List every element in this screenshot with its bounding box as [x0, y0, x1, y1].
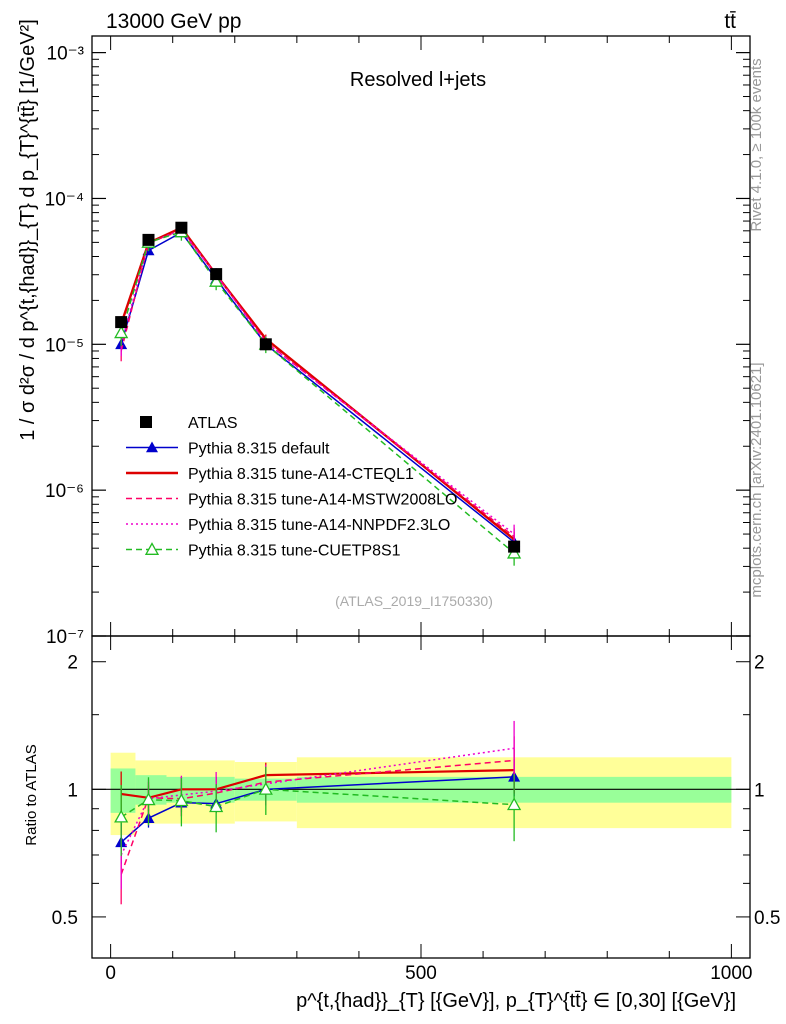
ratio-y-tick-label-left: 1	[67, 780, 78, 801]
legend-atlas-label: ATLAS	[188, 415, 238, 432]
atlas-data-point	[259, 338, 272, 351]
ratio-series-line	[120, 759, 515, 875]
ratio-series-marker	[507, 797, 522, 811]
legend: ATLAS Pythia 8.315 default Pythia 8.315 tu…	[126, 415, 457, 560]
atlas-data-point	[142, 233, 155, 246]
ratio-y-tick-label-left: 0.5	[52, 908, 78, 929]
legend-marker	[146, 441, 158, 453]
main-series-marker	[114, 325, 129, 339]
legend-label: Pythia 8.315 tune-CUETP8S1	[188, 543, 401, 560]
ratio-series-marker	[174, 793, 189, 807]
main-series-line	[120, 231, 515, 554]
atlas-data-point	[115, 316, 128, 329]
legend-label: Pythia 8.315 tune-A14-CTEQL1	[188, 466, 414, 483]
analysis-watermark: (ATLAS_2019_I1750330)	[335, 593, 493, 609]
ratio-panel-bands	[92, 752, 750, 836]
main-y-tick-label: 10⁻⁶	[45, 481, 84, 502]
main-series-line	[120, 226, 515, 541]
ratio-panel-series	[114, 720, 522, 905]
mcplots-label: mcplots.cern.ch [arXiv:2401.10621]	[748, 362, 765, 597]
ratio-series-marker	[258, 781, 273, 795]
ratio-stat-band	[110, 768, 136, 813]
ratio-series-marker	[209, 799, 224, 813]
rivet-label: Rivet 4.1.0, ≥ 100k events	[748, 58, 765, 231]
ratio-series-marker	[141, 792, 156, 806]
main-series-line	[120, 228, 515, 535]
main-series-line	[120, 231, 515, 543]
ratio-y-tick-label-right: 1	[754, 780, 765, 801]
atlas-data-point	[210, 268, 223, 281]
x-tick-label: 1000	[710, 963, 752, 984]
process-label: tt̄	[724, 10, 736, 33]
main-y-axis-label: 1 / σ d²σ / d p^{t,{had}}_{T} d p_{T}^{t…	[17, 19, 39, 441]
legend-label: Pythia 8.315 tune-A14-MSTW2008LO	[188, 492, 457, 509]
legend-label: Pythia 8.315 default	[188, 441, 330, 458]
x-tick-label: 500	[405, 963, 437, 984]
ratio-y-tick-label-right: 2	[754, 653, 765, 674]
legend-marker	[144, 542, 160, 555]
ratio-series-line	[120, 788, 515, 818]
legend-label: Pythia 8.315 tune-A14-NNPDF2.3LO	[188, 517, 450, 534]
main-y-tick-label: 10⁻³	[47, 44, 85, 65]
ratio-y-tick-label-left: 2	[67, 653, 78, 674]
legend-atlas-marker	[140, 416, 152, 428]
energy-label: 13000 GeV pp	[106, 10, 241, 33]
ratio-series-marker	[114, 809, 129, 823]
ratio-series-line	[121, 769, 515, 799]
atlas-data-point	[508, 540, 521, 553]
main-series-marker	[209, 274, 224, 287]
main-y-tick-label: 10⁻⁷	[46, 627, 84, 648]
atlas-data-point	[175, 221, 188, 234]
main-panel-series	[114, 221, 522, 566]
main-y-tick-label: 10⁻⁴	[45, 189, 84, 210]
x-axis-label: p^{t,{had}}_{T} [{GeV}], p_{T}^{tt̄} ∈ […	[296, 990, 736, 1012]
ratio-y-axis-label: Ratio to ATLAS	[23, 744, 40, 845]
ratio-panel-frame: 0 500 1000 2 2 1 1 0.5 0.5	[52, 635, 780, 984]
ratio-y-tick-label-right: 0.5	[754, 908, 780, 929]
main-panel-title: Resolved l+jets	[350, 69, 486, 91]
x-tick-label: 0	[105, 963, 116, 984]
main-y-tick-label: 10⁻⁵	[45, 335, 84, 356]
